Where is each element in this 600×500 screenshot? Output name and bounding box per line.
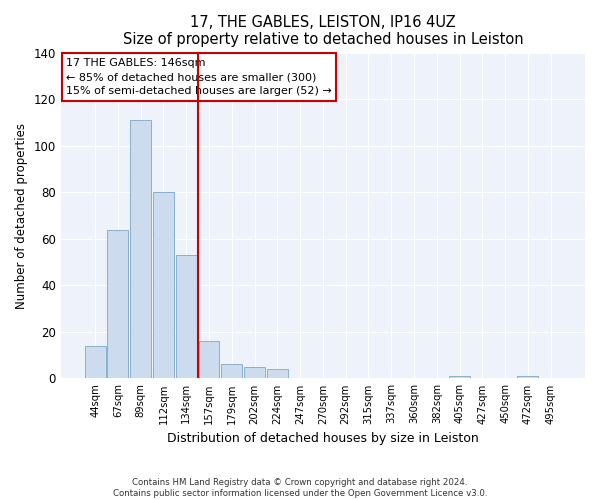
Text: Contains HM Land Registry data © Crown copyright and database right 2024.
Contai: Contains HM Land Registry data © Crown c…: [113, 478, 487, 498]
X-axis label: Distribution of detached houses by size in Leiston: Distribution of detached houses by size …: [167, 432, 479, 445]
Bar: [244, 367, 265, 378]
Y-axis label: Number of detached properties: Number of detached properties: [15, 122, 28, 308]
Bar: [517, 376, 538, 378]
Bar: [449, 376, 470, 378]
Bar: [267, 369, 288, 378]
Bar: [221, 364, 242, 378]
Bar: [176, 255, 197, 378]
Bar: [130, 120, 151, 378]
Title: 17, THE GABLES, LEISTON, IP16 4UZ
Size of property relative to detached houses i: 17, THE GABLES, LEISTON, IP16 4UZ Size o…: [122, 15, 523, 48]
Bar: [153, 192, 174, 378]
Bar: [85, 346, 106, 378]
Bar: [199, 341, 220, 378]
Text: 17 THE GABLES: 146sqm
← 85% of detached houses are smaller (300)
15% of semi-det: 17 THE GABLES: 146sqm ← 85% of detached …: [66, 58, 332, 96]
Bar: [107, 230, 128, 378]
